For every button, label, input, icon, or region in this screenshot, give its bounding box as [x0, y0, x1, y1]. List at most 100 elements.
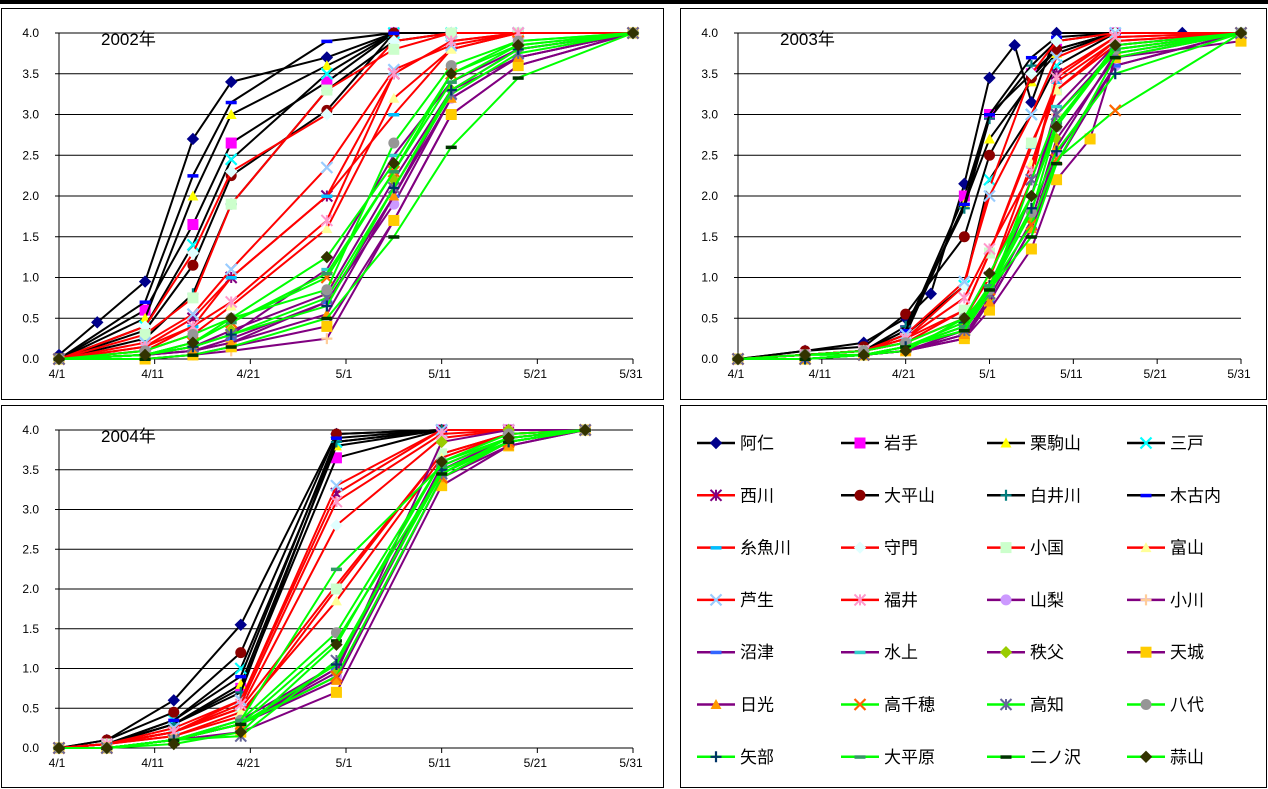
- legend-item: 大平原: [841, 748, 935, 767]
- legend-label: 糸魚川: [740, 539, 791, 558]
- legend-item: 白井川: [987, 486, 1081, 505]
- data-point: [225, 100, 237, 105]
- data-point: [1109, 68, 1121, 80]
- data-point: [187, 292, 199, 304]
- data-point: [225, 137, 237, 149]
- series-line: [58, 429, 586, 749]
- data-point: [1025, 202, 1037, 214]
- legend-marker: [1000, 437, 1012, 448]
- x-tick-label: 5/21: [524, 367, 548, 381]
- x-tick-label: 5/31: [619, 756, 643, 770]
- series-蒜山: [52, 423, 592, 755]
- legend-marker: [853, 541, 867, 554]
- legend-marker: [710, 751, 722, 763]
- legend-label: 沼津: [740, 643, 774, 662]
- legend-label: 高知: [1030, 696, 1064, 715]
- chart-2002: 0.0 0.5 1.0 1.5 2.0 2.5 3.0 3.5 4.0 4/1 4/11 4/21 5/…: [22, 26, 643, 381]
- legend-label: 八代: [1170, 696, 1204, 715]
- legend-marker: [710, 699, 722, 709]
- data-point: [224, 312, 238, 325]
- data-point: [445, 80, 457, 84]
- data-point: [984, 296, 995, 307]
- data-point: [330, 495, 343, 508]
- x-tick-label: 5/11: [428, 367, 451, 381]
- data-point: [330, 638, 343, 651]
- data-point: [983, 242, 996, 256]
- data-point: [445, 109, 457, 120]
- data-point: [321, 284, 333, 296]
- y-tick-label: 3.0: [701, 108, 718, 122]
- legend-item: 栗駒山: [987, 434, 1081, 453]
- legend-marker: [1139, 750, 1153, 764]
- legend-label: 山梨: [1030, 591, 1064, 610]
- data-point: [321, 194, 333, 198]
- data-point: [900, 328, 912, 333]
- data-point: [1025, 67, 1038, 80]
- data-point: [435, 435, 448, 449]
- x-tick-label: 5/31: [619, 367, 643, 381]
- data-point: [958, 190, 970, 202]
- legend-marker: [853, 698, 867, 711]
- series-line: [738, 32, 1242, 360]
- legend-item: 守門: [841, 539, 918, 558]
- data-point: [330, 670, 343, 683]
- data-point: [983, 267, 996, 280]
- y-tick-label: 0.5: [22, 701, 39, 715]
- data-point: [225, 109, 237, 119]
- legend-marker: [1000, 755, 1012, 759]
- legend-marker: [1140, 646, 1152, 658]
- data-point: [388, 182, 400, 194]
- legend-marker: [854, 437, 866, 449]
- data-point: [388, 92, 400, 103]
- data-point: [388, 113, 400, 117]
- data-point: [388, 153, 400, 158]
- y-tick-label: 1.5: [22, 622, 39, 636]
- x-tick-label: 5/11: [1060, 367, 1083, 381]
- data-point: [900, 308, 912, 320]
- data-point: [1050, 120, 1063, 133]
- y-tick-label: 0.5: [701, 311, 718, 325]
- data-point: [1025, 96, 1038, 109]
- legend-item: 岩手: [841, 434, 918, 453]
- chart-2004: 0.0 0.5 1.0 1.5 2.0 2.5 3.0 3.5 4.0 4/1 4/11 4/21 5/…: [22, 423, 643, 770]
- legend-item: 富山: [1127, 539, 1204, 558]
- data-point: [387, 157, 401, 170]
- data-point: [167, 737, 181, 751]
- legend-panel: 阿仁 岩手 栗駒山 三戸 西川 大平山 白井川 木古内 糸魚川 守門 小国 富山 芦生 福井 山梨 小川 沼津 水…: [680, 405, 1267, 788]
- data-point: [958, 328, 970, 333]
- legend-item: 高千穂: [841, 696, 935, 715]
- chart-panel-2003: 0.0 0.5 1.0 1.5 2.0 2.5 3.0 3.5 4.0 4/1 4/11 4/21 5/…: [680, 8, 1267, 400]
- data-point: [1051, 145, 1063, 157]
- legend-marker: [710, 650, 722, 655]
- data-point: [388, 235, 400, 239]
- data-point: [1109, 55, 1121, 60]
- data-point: [1051, 174, 1063, 186]
- data-point: [958, 275, 971, 288]
- data-point: [512, 60, 524, 72]
- x-tick-label: 4/21: [237, 367, 261, 381]
- y-tick-label: 4.0: [22, 26, 39, 40]
- legend-marker: [1000, 542, 1012, 554]
- data-point: [224, 295, 238, 309]
- legend-label: 芦生: [740, 591, 774, 610]
- y-tick-label: 4.0: [22, 423, 39, 437]
- legend-item: 芦生: [697, 591, 774, 610]
- data-point: [225, 329, 237, 341]
- data-point: [187, 190, 199, 201]
- data-point: [235, 674, 247, 679]
- data-point: [512, 76, 524, 80]
- legend-label: 守門: [884, 539, 918, 558]
- data-point: [234, 725, 247, 739]
- x-tick-label: 4/21: [892, 367, 916, 381]
- legend-marker: [709, 489, 723, 502]
- data-point: [984, 288, 995, 292]
- data-point: [321, 223, 333, 234]
- legend-marker: [709, 593, 723, 607]
- x-tick-label: 4/21: [237, 756, 261, 770]
- data-point: [958, 304, 970, 316]
- data-point: [234, 618, 247, 631]
- top-rule: [0, 0, 1268, 4]
- legend-marker: [1140, 493, 1152, 498]
- y-tick-label: 2.0: [22, 189, 39, 203]
